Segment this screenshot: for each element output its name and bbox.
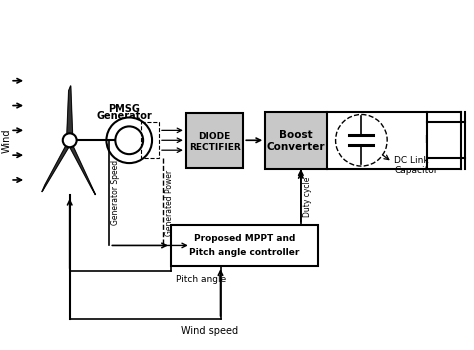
Text: Boost: Boost bbox=[279, 130, 313, 140]
Bar bbox=[171, 225, 318, 266]
Text: DC grid: DC grid bbox=[425, 135, 466, 145]
Bar bbox=[141, 122, 159, 158]
Text: Converter: Converter bbox=[267, 142, 325, 152]
Bar bbox=[427, 122, 465, 158]
Text: Wind: Wind bbox=[1, 128, 11, 153]
Polygon shape bbox=[68, 143, 95, 195]
Text: Proposed MPPT and: Proposed MPPT and bbox=[193, 234, 295, 243]
Text: Wind speed: Wind speed bbox=[181, 326, 238, 336]
Circle shape bbox=[336, 114, 387, 166]
Circle shape bbox=[115, 126, 143, 154]
Text: DIODE: DIODE bbox=[199, 132, 231, 141]
Bar bbox=[265, 112, 327, 169]
Text: Generator Speed: Generator Speed bbox=[111, 160, 120, 225]
Text: PMSG: PMSG bbox=[109, 104, 140, 113]
Bar bbox=[186, 113, 243, 168]
Circle shape bbox=[107, 118, 152, 163]
Text: Duty cycle: Duty cycle bbox=[303, 177, 312, 217]
Text: Generator: Generator bbox=[96, 111, 152, 121]
Circle shape bbox=[63, 133, 77, 147]
Polygon shape bbox=[67, 86, 73, 138]
Text: Capacitor: Capacitor bbox=[394, 166, 438, 175]
Text: Generated Power: Generated Power bbox=[165, 170, 174, 236]
Text: RECTIFIER: RECTIFIER bbox=[189, 143, 240, 152]
Text: Pitch angle controller: Pitch angle controller bbox=[189, 248, 300, 257]
Polygon shape bbox=[42, 142, 72, 192]
Text: DC Link: DC Link bbox=[394, 156, 429, 164]
Text: Pitch angle: Pitch angle bbox=[176, 275, 226, 284]
